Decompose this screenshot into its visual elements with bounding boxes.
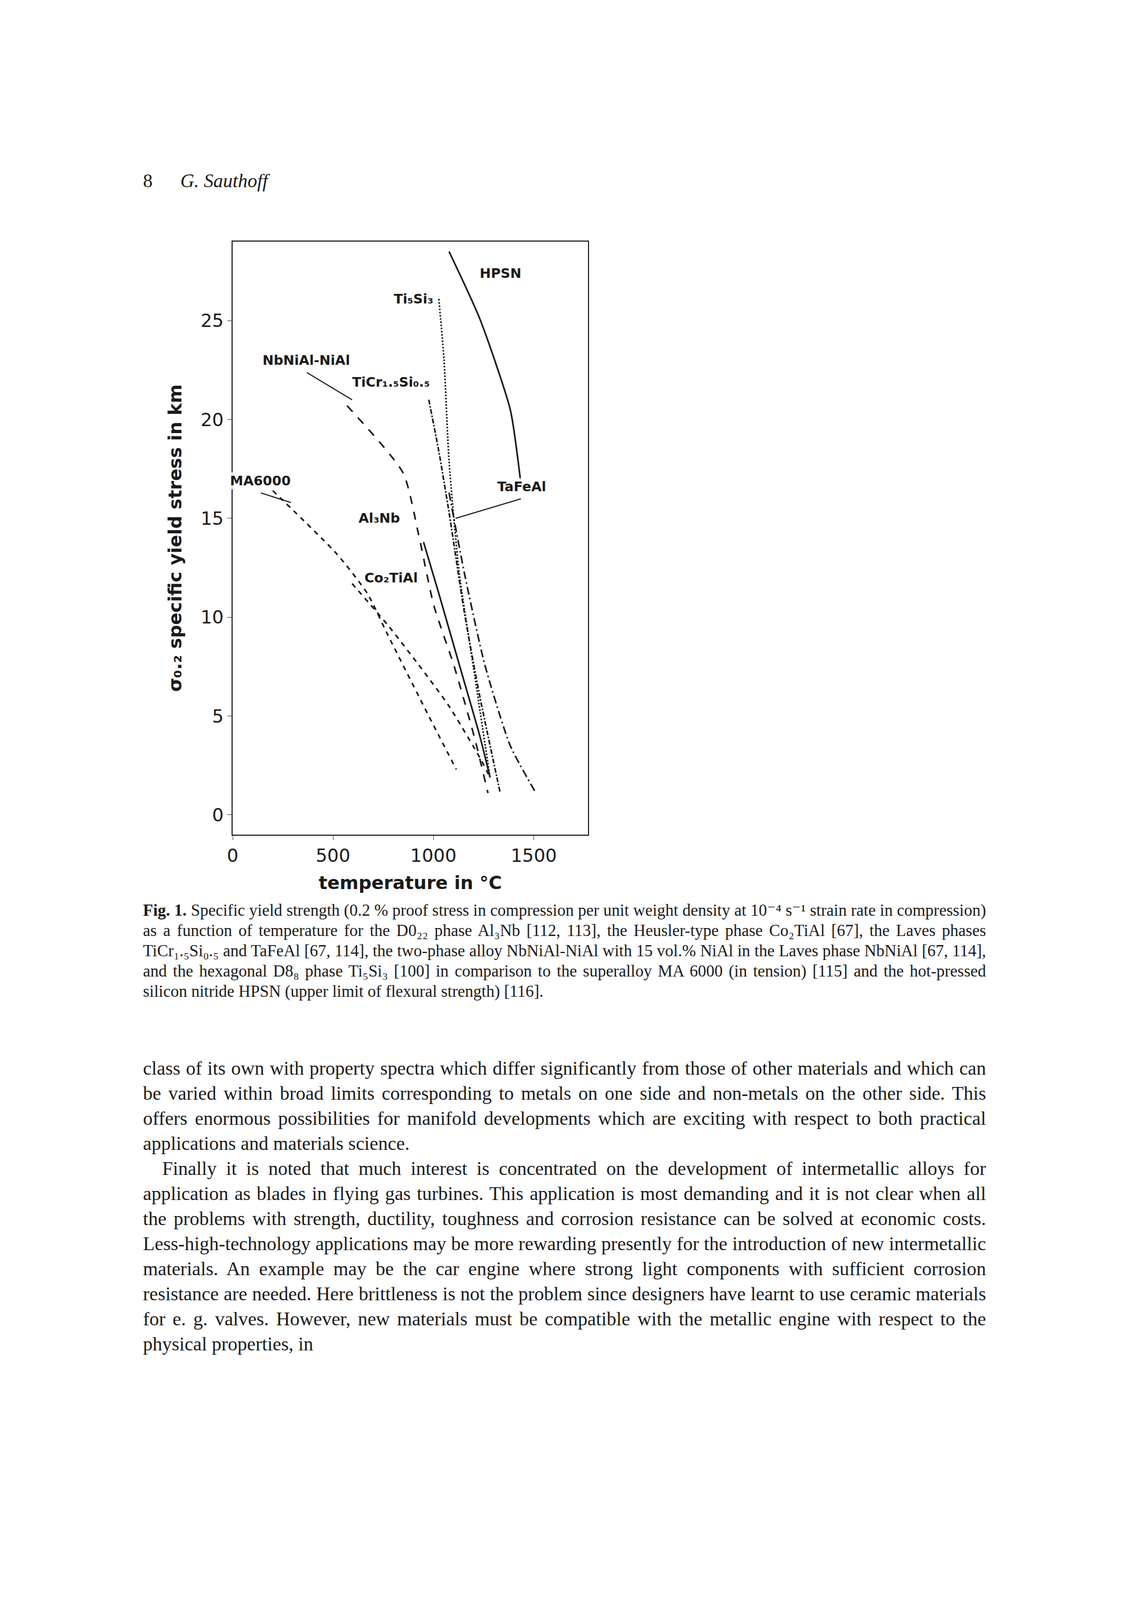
svg-text:10: 10: [200, 606, 224, 628]
html-text:G. Sauthoff: G. Sauthoff: [180, 170, 268, 192]
svg-text:Co₂TiAl: Co₂TiAl: [364, 570, 418, 586]
html-text:Finally it is noted that much: Finally it is noted that much interest i…: [142, 1158, 987, 1356]
svg-text:σ₀.₂ specific yield stress in: σ₀.₂ specific yield stress in km: [164, 384, 186, 693]
svg-text:Al₃Nb: Al₃Nb: [358, 510, 401, 527]
html-text:class of its own with property: class of its own with property spectra w…: [142, 1058, 987, 1155]
svg-text:15: 15: [200, 507, 224, 530]
html-text:8: 8: [142, 170, 153, 192]
svg-text:MA6000: MA6000: [229, 473, 291, 489]
svg-text:5: 5: [212, 705, 225, 728]
svg-text:temperature in °C: temperature in °C: [318, 872, 503, 894]
html-text:Fig. 1. Specific yield strengt: Fig. 1. Specific yield strength (0.2 % p…: [142, 901, 987, 1001]
svg-text:1000: 1000: [410, 845, 457, 867]
svg-text:1500: 1500: [510, 845, 558, 867]
svg-text:0: 0: [226, 845, 239, 867]
svg-text:500: 500: [315, 845, 351, 867]
svg-text:25: 25: [200, 309, 224, 332]
svg-text:NbNiAl-NiAl: NbNiAl-NiAl: [262, 352, 351, 369]
svg-text:TiCr₁.₅Si₀.₅: TiCr₁.₅Si₀.₅: [352, 374, 431, 391]
svg-text:TaFeAl: TaFeAl: [497, 479, 547, 495]
svg-text:Ti₅Si₃: Ti₅Si₃: [393, 291, 434, 307]
svg-text:20: 20: [200, 409, 224, 431]
svg-text:0: 0: [212, 804, 225, 826]
svg-text:HPSN: HPSN: [479, 265, 522, 282]
